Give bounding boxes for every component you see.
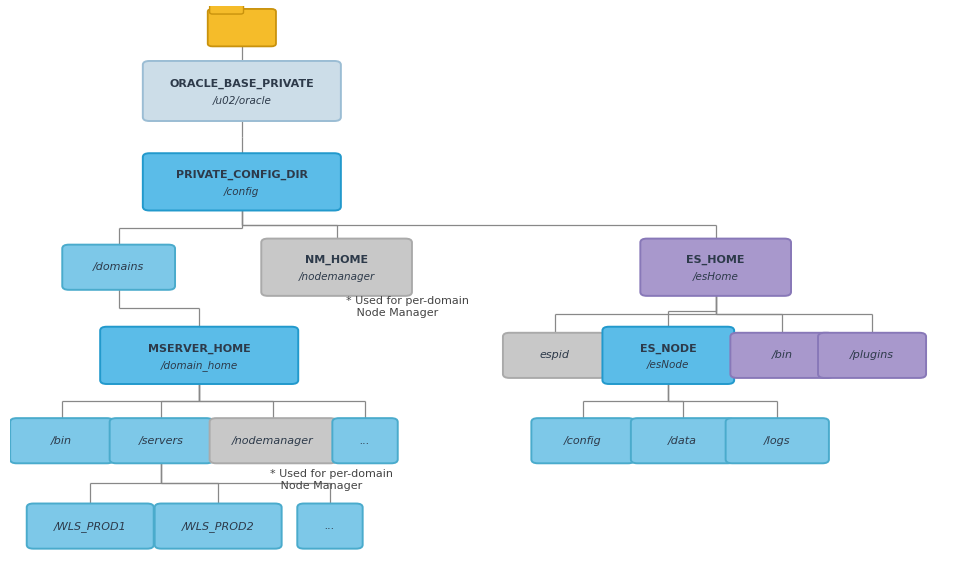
- Text: /logs: /logs: [764, 436, 791, 446]
- Text: NM_HOME: NM_HOME: [305, 255, 368, 265]
- Text: /nodemanager: /nodemanager: [299, 272, 375, 282]
- FancyBboxPatch shape: [210, 418, 337, 463]
- Text: /esHome: /esHome: [692, 272, 739, 282]
- Text: * Used for per-domain
   Node Manager: * Used for per-domain Node Manager: [271, 469, 394, 491]
- FancyBboxPatch shape: [730, 333, 834, 378]
- FancyBboxPatch shape: [210, 4, 244, 14]
- Text: /bin: /bin: [772, 350, 793, 360]
- FancyBboxPatch shape: [725, 418, 829, 463]
- Text: * Used for per-domain
   Node Manager: * Used for per-domain Node Manager: [346, 296, 469, 318]
- Text: /config: /config: [224, 187, 259, 197]
- FancyBboxPatch shape: [101, 327, 298, 384]
- FancyBboxPatch shape: [297, 504, 363, 549]
- FancyBboxPatch shape: [630, 418, 734, 463]
- FancyBboxPatch shape: [531, 418, 634, 463]
- Text: ...: ...: [360, 436, 370, 446]
- Text: /domain_home: /domain_home: [161, 360, 238, 371]
- Text: ORACLE_BASE_PRIVATE: ORACLE_BASE_PRIVATE: [169, 79, 314, 89]
- FancyBboxPatch shape: [602, 327, 734, 384]
- Text: MSERVER_HOME: MSERVER_HOME: [148, 343, 250, 353]
- Text: /WLS_PROD2: /WLS_PROD2: [182, 520, 254, 532]
- Text: espid: espid: [540, 350, 570, 360]
- FancyBboxPatch shape: [333, 418, 397, 463]
- FancyBboxPatch shape: [640, 239, 791, 296]
- FancyBboxPatch shape: [261, 239, 412, 296]
- Text: ...: ...: [325, 521, 336, 531]
- FancyBboxPatch shape: [818, 333, 926, 378]
- Text: /data: /data: [668, 436, 697, 446]
- FancyBboxPatch shape: [10, 418, 113, 463]
- Text: ES_NODE: ES_NODE: [640, 343, 696, 353]
- FancyBboxPatch shape: [62, 244, 175, 290]
- Text: /bin: /bin: [51, 436, 73, 446]
- Text: /esNode: /esNode: [647, 360, 689, 370]
- Text: /WLS_PROD1: /WLS_PROD1: [54, 520, 127, 532]
- FancyBboxPatch shape: [143, 61, 341, 121]
- FancyBboxPatch shape: [208, 9, 276, 47]
- Text: /nodemanager: /nodemanager: [232, 436, 314, 446]
- Text: /u02/oracle: /u02/oracle: [213, 97, 272, 106]
- FancyBboxPatch shape: [503, 333, 606, 378]
- Text: /domains: /domains: [93, 262, 144, 272]
- FancyBboxPatch shape: [155, 504, 281, 549]
- Text: /config: /config: [564, 436, 601, 446]
- Text: ES_HOME: ES_HOME: [687, 255, 745, 265]
- Text: PRIVATE_CONFIG_DIR: PRIVATE_CONFIG_DIR: [176, 170, 308, 180]
- Text: /servers: /servers: [139, 436, 184, 446]
- FancyBboxPatch shape: [143, 153, 341, 211]
- Text: /plugins: /plugins: [850, 350, 894, 360]
- FancyBboxPatch shape: [27, 504, 154, 549]
- FancyBboxPatch shape: [109, 418, 213, 463]
